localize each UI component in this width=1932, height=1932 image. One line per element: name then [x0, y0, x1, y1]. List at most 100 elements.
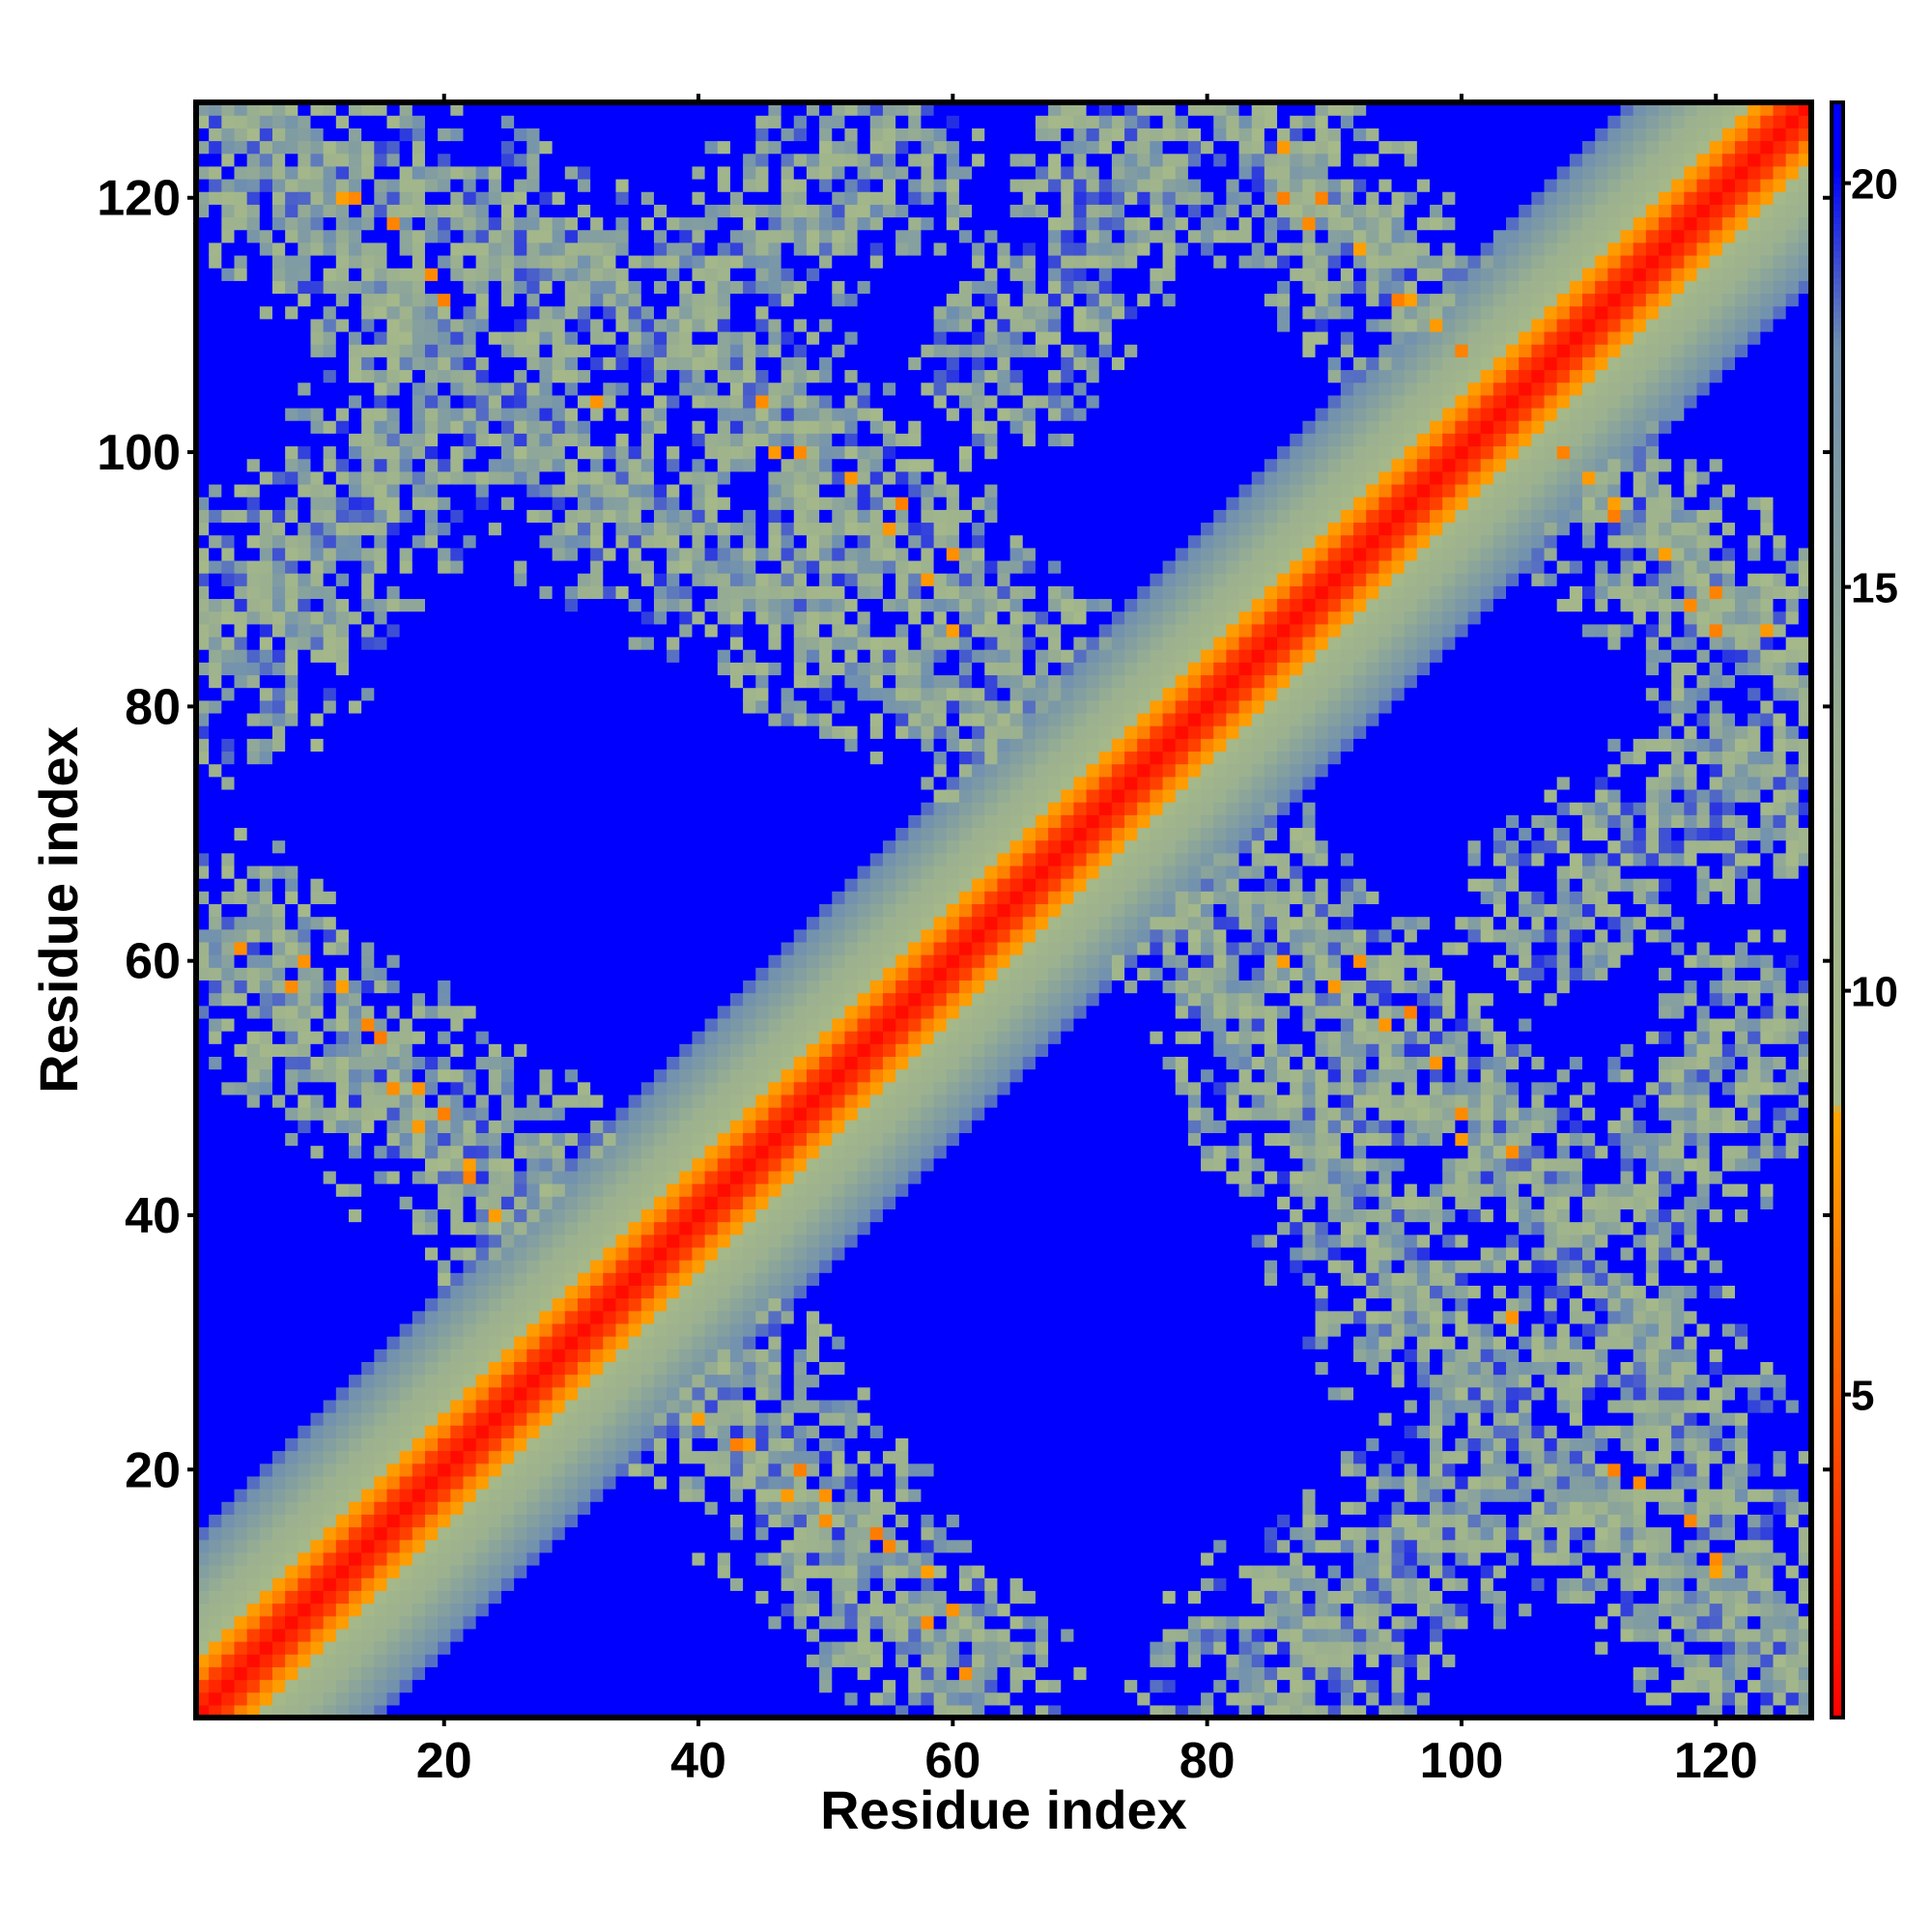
heatmap-cell: [603, 776, 617, 790]
heatmap-cell: [259, 1526, 273, 1541]
heatmap-cell: [310, 674, 325, 689]
heatmap-cell: [603, 1132, 617, 1147]
heatmap-cell: [285, 165, 298, 180]
heatmap-cell: [653, 649, 668, 663]
heatmap-cell: [310, 318, 325, 332]
heatmap-cell: [323, 852, 337, 867]
heatmap-cell: [234, 1679, 248, 1693]
heatmap-cell: [539, 165, 554, 180]
heatmap-cell: [221, 470, 236, 485]
heatmap-cell: [209, 1120, 222, 1133]
heatmap-cell: [615, 1221, 630, 1236]
heatmap-cell: [399, 623, 413, 638]
heatmap-cell: [679, 356, 694, 371]
heatmap-cell: [386, 1603, 401, 1617]
heatmap-cell: [552, 725, 566, 739]
heatmap-cell: [653, 814, 668, 829]
heatmap-cell: [628, 916, 642, 930]
heatmap-cell: [679, 1539, 694, 1553]
heatmap-cell: [399, 128, 413, 142]
heatmap-cell: [603, 903, 617, 918]
heatmap-cell: [603, 268, 617, 281]
heatmap-cell: [564, 1120, 579, 1133]
heatmap-cell: [234, 522, 248, 536]
heatmap-cell: [348, 458, 362, 472]
heatmap-cell: [526, 827, 541, 841]
heatmap-cell: [577, 1437, 591, 1452]
heatmap-cell: [488, 1272, 502, 1286]
heatmap-cell: [463, 1539, 477, 1553]
heatmap-cell: [628, 1628, 642, 1642]
heatmap-cell: [348, 1322, 362, 1337]
heatmap-cell: [526, 305, 541, 320]
heatmap-cell: [246, 865, 261, 879]
heatmap-cell: [640, 318, 655, 332]
heatmap-cell: [221, 852, 236, 867]
heatmap-cell: [603, 191, 617, 205]
heatmap-cell: [500, 534, 515, 549]
heatmap-cell: [514, 1157, 527, 1172]
heatmap-cell: [424, 1577, 439, 1591]
heatmap-cell: [399, 293, 413, 307]
heatmap-cell: [603, 433, 617, 447]
heatmap-cell: [285, 394, 298, 409]
heatmap-cell: [692, 1603, 706, 1617]
heatmap-cell: [298, 941, 312, 955]
heatmap-cell: [246, 1081, 261, 1095]
heatmap-cell: [259, 115, 273, 128]
heatmap-cell: [374, 1361, 388, 1376]
heatmap-cell: [196, 814, 210, 829]
heatmap-cell: [640, 344, 655, 357]
heatmap-cell: [463, 1463, 477, 1477]
heatmap-cell: [271, 878, 286, 892]
heatmap-cell: [577, 483, 591, 497]
heatmap-cell: [488, 585, 502, 600]
heatmap-cell: [640, 458, 655, 472]
heatmap-cell: [221, 1565, 236, 1578]
heatmap-cell: [667, 153, 680, 167]
heatmap-cell: [209, 305, 222, 320]
heatmap-cell: [335, 318, 350, 332]
heatmap-cell: [552, 1120, 566, 1133]
heatmap-cell: [386, 458, 401, 472]
heatmap-cell: [399, 967, 413, 981]
heatmap-cell: [667, 1654, 680, 1667]
heatmap-cell: [526, 623, 541, 638]
heatmap-cell: [628, 445, 642, 460]
heatmap-cell: [552, 559, 566, 574]
heatmap-cell: [526, 128, 541, 142]
heatmap-cell: [640, 1107, 655, 1121]
heatmap-cell: [399, 407, 413, 421]
heatmap-cell: [514, 1551, 527, 1566]
heatmap-cell: [386, 1208, 401, 1223]
heatmap-cell: [271, 1361, 286, 1376]
heatmap-cell: [234, 1437, 248, 1452]
heatmap-cell: [539, 1501, 554, 1515]
heatmap-cell: [209, 1183, 222, 1197]
heatmap-cell: [285, 1425, 298, 1438]
heatmap-cell: [259, 330, 273, 345]
heatmap-cell: [298, 1336, 312, 1350]
heatmap-cell: [323, 941, 337, 955]
heatmap-cell: [234, 865, 248, 879]
heatmap-cell: [488, 865, 502, 879]
heatmap-cell: [298, 967, 312, 981]
heatmap-cell: [386, 623, 401, 638]
heatmap-cell: [539, 153, 554, 167]
heatmap-cell: [653, 534, 668, 549]
heatmap-cell: [450, 102, 465, 116]
heatmap-cell: [412, 394, 426, 409]
heatmap-cell: [438, 445, 451, 460]
heatmap-cell: [514, 1132, 527, 1147]
heatmap-cell: [361, 980, 375, 994]
heatmap-cell: [653, 1489, 668, 1502]
heatmap-cell: [335, 1005, 350, 1019]
heatmap-cell: [679, 254, 694, 269]
heatmap-cell: [399, 1679, 413, 1693]
heatmap-cell: [603, 1489, 617, 1502]
heatmap-cell: [539, 178, 554, 192]
heatmap-cell: [450, 1285, 465, 1299]
heatmap-cell: [335, 903, 350, 918]
heatmap-cell: [361, 1577, 375, 1591]
heatmap-cell: [603, 585, 617, 600]
